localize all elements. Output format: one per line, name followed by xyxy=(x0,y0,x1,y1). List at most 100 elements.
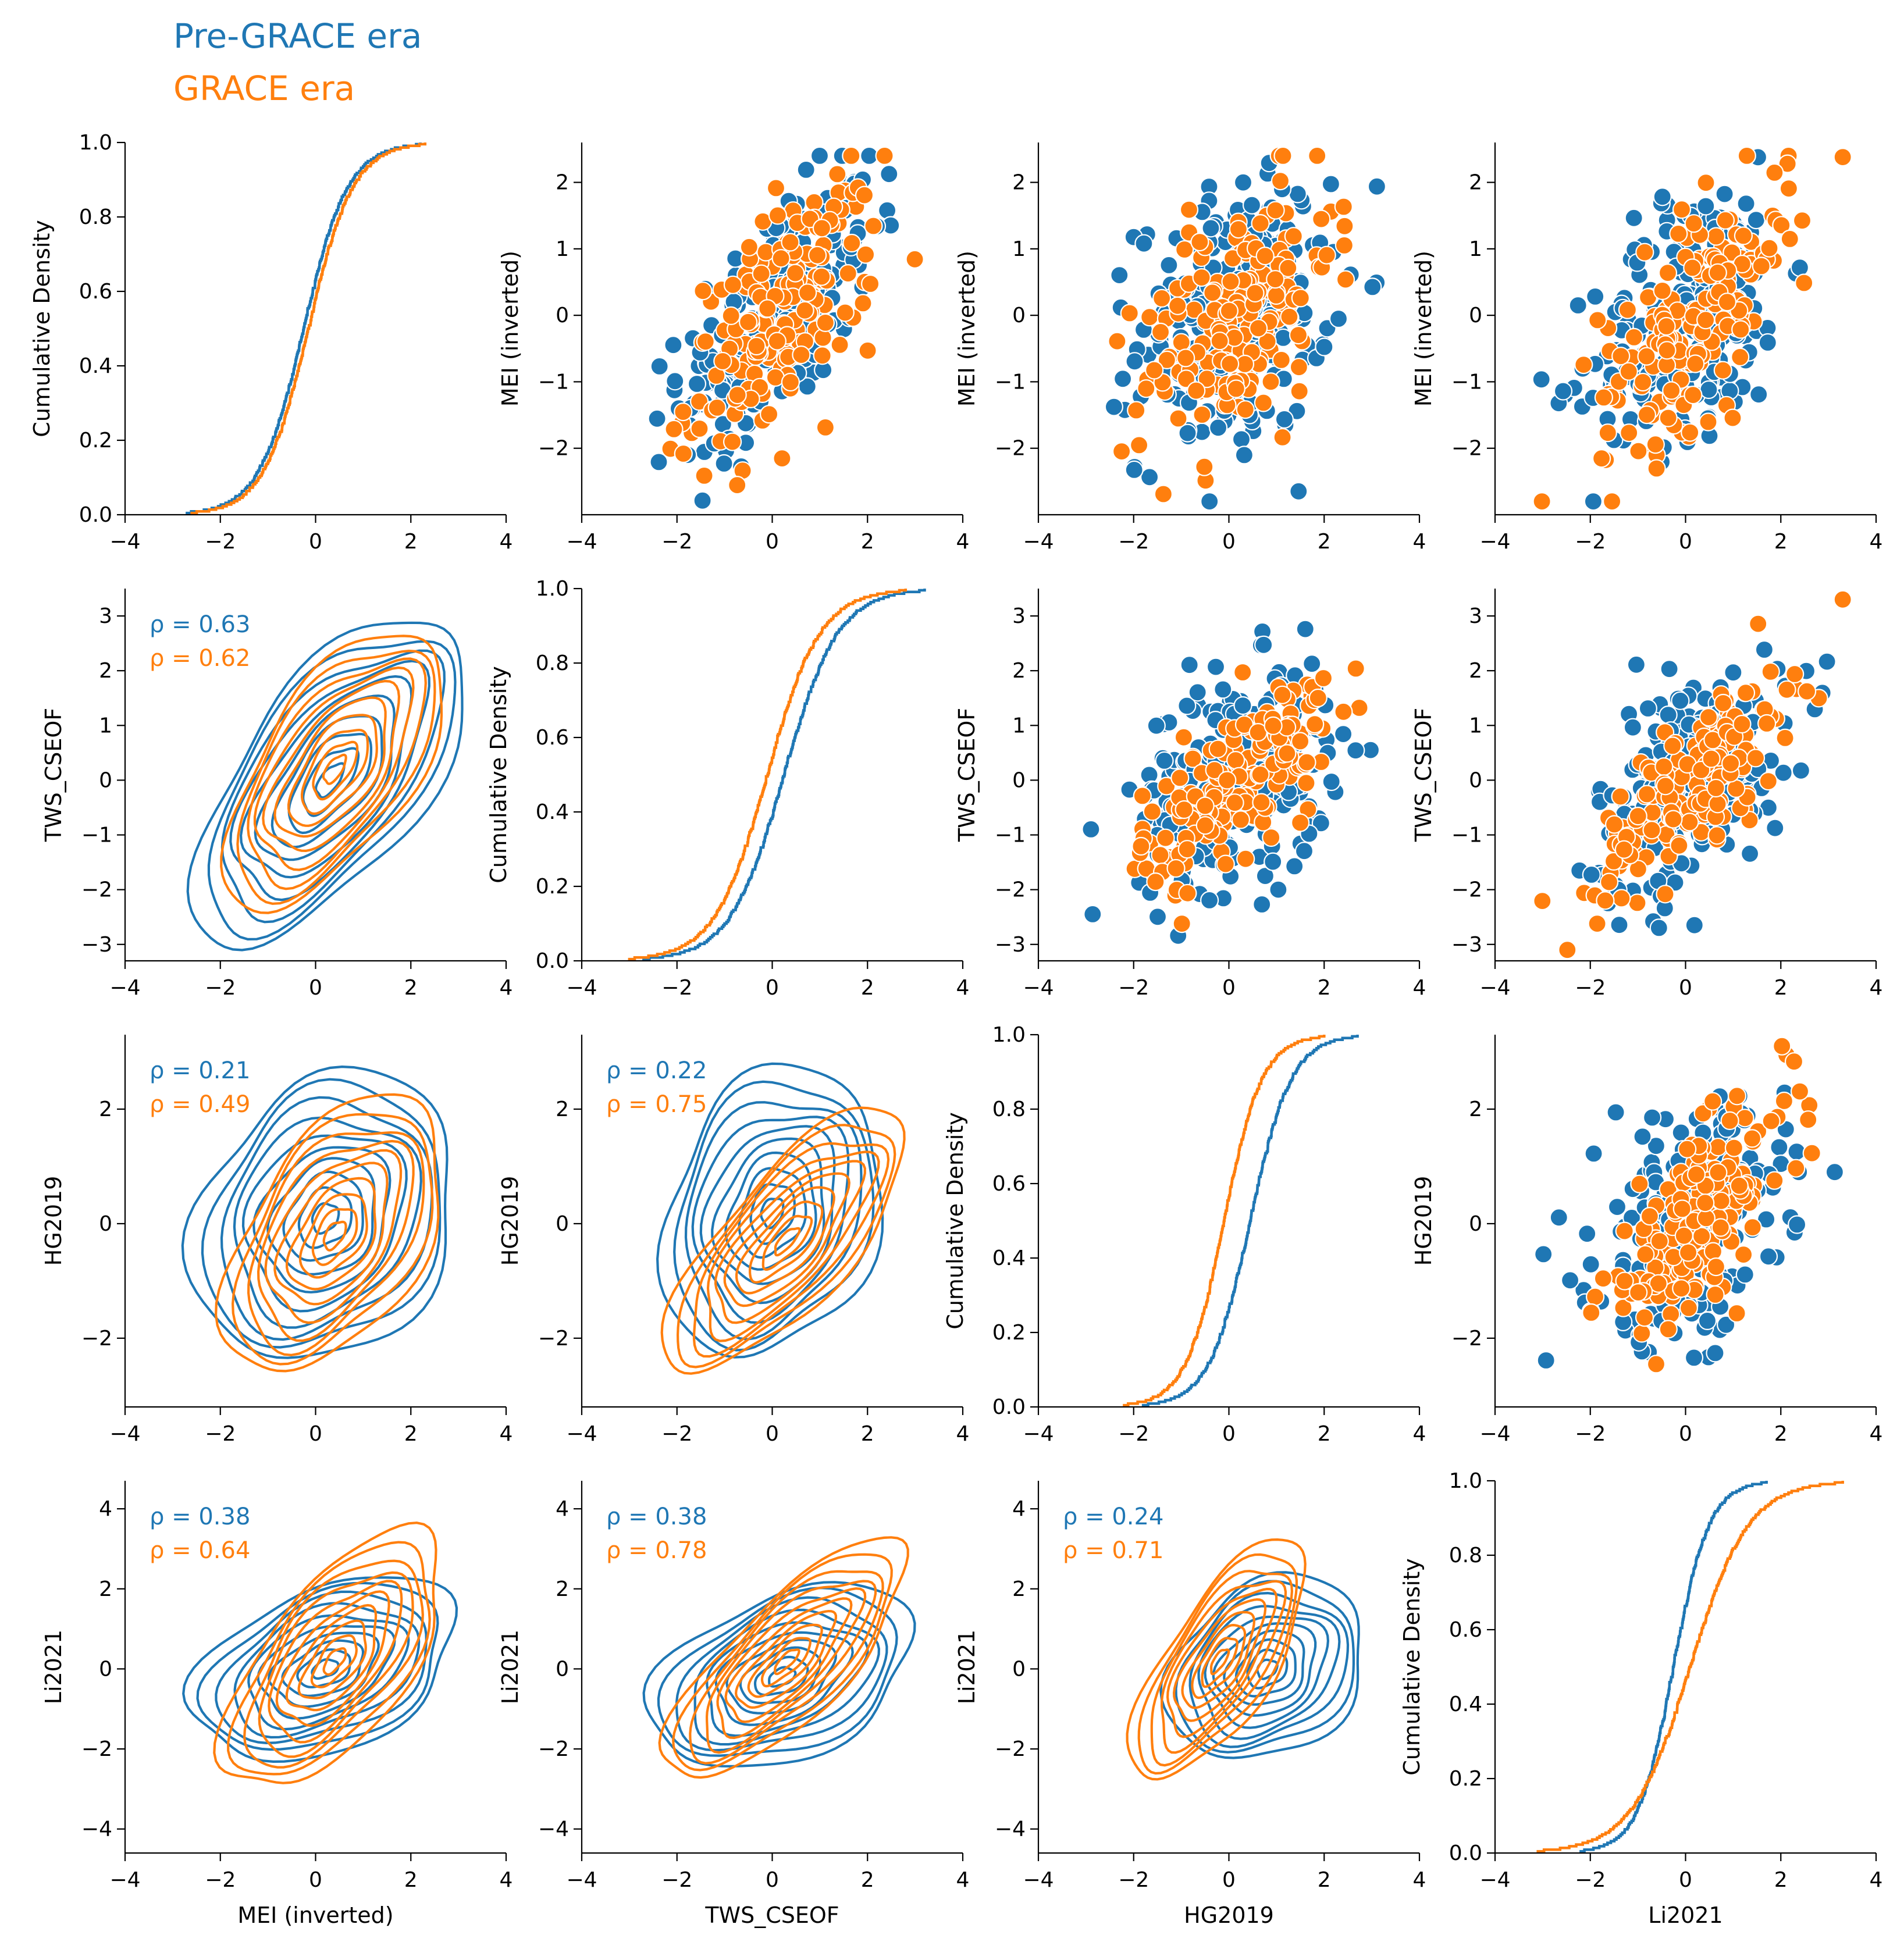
scatter-point-pre xyxy=(650,357,669,376)
x-tick-label: −2 xyxy=(661,530,692,554)
x-tick-label: 4 xyxy=(956,1868,970,1892)
kde-contour-pre xyxy=(220,649,446,924)
x-tick-label: −2 xyxy=(1118,530,1149,554)
scatter-point-grace xyxy=(1802,1143,1821,1163)
scatter-point-grace xyxy=(1637,347,1656,366)
x-tick-label: 0 xyxy=(1222,1868,1236,1892)
scatter-point-grace xyxy=(1647,459,1666,478)
x-tick-label: 0 xyxy=(1222,976,1236,1000)
scatter-point-pre xyxy=(665,372,685,391)
y-tick-label: −4 xyxy=(995,1818,1026,1841)
scatter-point-pre xyxy=(1329,309,1348,329)
scatter-point-grace xyxy=(1350,698,1369,718)
scatter-point-grace xyxy=(1672,1279,1691,1298)
y-tick-label: 2 xyxy=(556,171,569,195)
kde-contour-grace xyxy=(231,1113,434,1366)
kde-contour-grace xyxy=(1166,1587,1278,1738)
scatter-point-grace xyxy=(1611,787,1630,806)
scatter-point-pre xyxy=(1638,699,1657,718)
kde-contour-grace xyxy=(243,1559,424,1769)
scatter-point-grace xyxy=(723,275,743,294)
scatter-point-grace xyxy=(1266,201,1285,220)
scatter-point-pre xyxy=(687,374,707,394)
scatter-point-grace xyxy=(713,351,732,371)
scatter-point-grace xyxy=(1272,350,1291,370)
kde-contour-grace xyxy=(298,1193,368,1279)
x-tick-label: 4 xyxy=(956,530,970,554)
kde-contour-pre xyxy=(1159,1571,1360,1759)
panel-mei-inverted-vs-tws-cseof: −4 −2 0 2 4 −2 −1 0 1 2 MEI (inverted) xyxy=(497,142,969,554)
scatter-point-grace xyxy=(707,398,727,418)
scatter-point-pre xyxy=(1177,696,1197,715)
scatter-point-grace xyxy=(1656,776,1675,796)
y-tick-label: 0 xyxy=(1012,1657,1026,1681)
y-tick-label: 0 xyxy=(556,1212,569,1236)
kde-contour-grace xyxy=(236,649,436,905)
scatter-point-grace xyxy=(1611,347,1631,366)
kde-contour-pre xyxy=(642,1581,916,1768)
scatter-point-grace xyxy=(1620,423,1639,443)
x-tick-label: −4 xyxy=(109,530,140,554)
scatter-point-grace xyxy=(1334,236,1354,255)
x-tick-label: −4 xyxy=(1023,1868,1054,1892)
scatter-point-grace xyxy=(1203,283,1222,302)
scatter-point-grace xyxy=(1273,146,1293,165)
y-tick-label: −2 xyxy=(538,437,569,461)
scatter-point-grace xyxy=(1236,400,1255,419)
scatter-point-grace xyxy=(1624,327,1643,347)
scatter-point-grace xyxy=(1168,296,1187,315)
scatter-point-grace xyxy=(752,264,771,283)
kde-contour-grace xyxy=(310,1634,358,1688)
y-tick-label: 1 xyxy=(1469,237,1482,261)
scatter-point-grace xyxy=(1177,840,1197,859)
scatter-point-grace xyxy=(830,335,849,355)
scatter-point-pre xyxy=(664,336,683,355)
y-axis-label: Cumulative Density xyxy=(942,1112,968,1329)
scatter-point-grace xyxy=(855,186,874,205)
scatter-point-grace xyxy=(1707,826,1727,845)
scatter-point-grace xyxy=(1175,240,1194,259)
scatter-point-grace xyxy=(1289,358,1308,377)
kde-contour-grace xyxy=(716,1587,867,1740)
scatter-point-grace xyxy=(813,346,832,365)
scatter-point-grace xyxy=(1179,200,1199,219)
scatter-point-grace xyxy=(1765,1171,1784,1190)
kde-contour-grace xyxy=(749,1200,824,1284)
x-tick-label: 4 xyxy=(1870,976,1883,1000)
scatter-point-grace xyxy=(728,475,747,495)
kde-contour-grace xyxy=(258,1571,414,1758)
x-tick-label: 2 xyxy=(404,1868,418,1892)
scatter-point-pre xyxy=(1125,352,1144,371)
scatter-point-grace xyxy=(1592,449,1611,468)
kde-contour-grace xyxy=(734,1609,837,1709)
y-axis-label: Cumulative Density xyxy=(1399,1558,1425,1775)
x-tick-label: −2 xyxy=(1575,976,1606,1000)
scatter-point-grace xyxy=(1258,332,1277,351)
scatter-point-grace xyxy=(1249,319,1268,338)
scatter-point-grace xyxy=(1598,423,1617,443)
scatter-point-grace xyxy=(1187,381,1206,400)
y-tick-label: 1 xyxy=(1012,237,1026,261)
kde-contour-pre xyxy=(201,1078,442,1349)
y-tick-label: −2 xyxy=(538,1327,569,1351)
y-tick-label: −3 xyxy=(81,933,112,957)
y-tick-label: 2 xyxy=(1469,1098,1482,1121)
scatter-point-grace xyxy=(1780,229,1799,248)
scatter-point-pre xyxy=(1627,655,1646,674)
scatter-point-grace xyxy=(1777,680,1796,699)
scatter-point-grace xyxy=(1284,227,1303,246)
scatter-point-grace xyxy=(738,312,758,332)
scatter-point-pre xyxy=(1536,1351,1556,1370)
scatter-point-grace xyxy=(1195,796,1215,815)
y-tick-label: 2 xyxy=(1012,171,1026,195)
scatter-point-grace xyxy=(1336,270,1355,289)
scatter-point-pre xyxy=(1758,333,1777,352)
scatter-point-grace xyxy=(1226,750,1245,770)
scatter-point-pre xyxy=(1715,184,1734,204)
kde-contour-grace xyxy=(1172,1598,1267,1722)
x-tick-label: −4 xyxy=(1023,1422,1054,1446)
x-tick-label: −4 xyxy=(566,530,597,554)
kde-contour-grace xyxy=(705,1580,877,1754)
scatter-point-grace xyxy=(1703,1242,1723,1261)
kde-contour-grace xyxy=(253,666,415,871)
